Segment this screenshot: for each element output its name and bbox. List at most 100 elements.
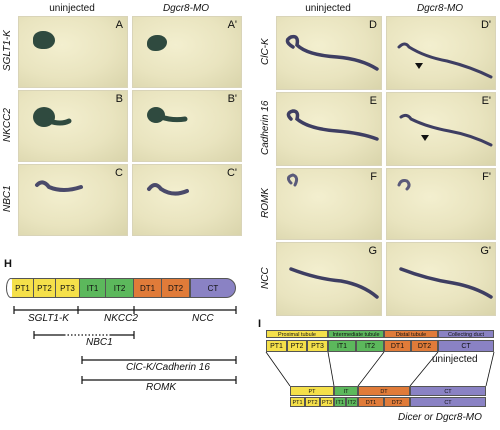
stain-tubule [399,267,493,299]
segment-ct: CT [190,278,236,298]
seg-pt1: PT1 [290,397,305,407]
row-label-clck: ClC-K [260,38,271,66]
header-proximal-tubule: Proximal tubule [266,330,328,338]
stain-tubule [289,267,379,299]
panel-label: F [370,171,377,183]
segment-it2: IT2 [106,278,134,298]
header-it: IT [334,386,358,396]
label-ncc: NCC [192,313,214,324]
panel-c: C [18,164,128,236]
header-intermediate-tubule: Intermediate tubule [328,330,384,338]
label-nkcc2: NKCC2 [104,313,138,324]
row-label-romk: ROMK [260,188,271,218]
range-clck [81,356,237,364]
panel-e-prime: E' [386,92,496,166]
seg-pt3: PT3 [307,340,328,352]
segment-dt1: DT1 [134,278,162,298]
stain-blob [147,35,167,51]
panel-d-prime: D' [386,16,496,90]
panel-g-prime: G' [386,242,496,316]
seg-ct: CT [410,397,486,407]
seg-it1: IT1 [334,397,346,407]
mo-bar: PT IT DT CT PT1 PT2 PT3 IT1 IT2 DT1 DT2 … [290,386,486,410]
panel-label: G' [480,245,491,257]
label-sglt1k: SGLT1-K [28,313,69,324]
arrowhead [421,135,429,141]
column-header-dgcr8-right: Dgcr8-MO [416,3,464,14]
row-label-nbc1: NBC1 [2,185,13,213]
range-ncc [134,306,237,314]
panel-label: E [369,95,377,107]
row-label-sglt1k: SGLT1-K [2,30,13,72]
seg-dt2: DT2 [411,340,438,352]
row-label-cadherin16: Cadherin 16 [260,100,271,156]
nephron-bar: PT1 PT2 PT3 IT1 IT2 DT1 DT2 CT [6,278,238,298]
seg-ct: CT [438,340,494,352]
panel-e: E [276,92,382,166]
stain-tubule [397,42,493,79]
label-nbc1: NBC1 [86,337,113,348]
panel-b: B [18,90,128,162]
panel-a-prime: A' [132,16,242,88]
expression-ranges [13,306,237,384]
panel-f-prime: F' [386,168,496,240]
seg-dt2: DT2 [384,397,410,407]
panel-d: D [276,16,382,90]
seg-it1: IT1 [328,340,356,352]
panel-label: B' [227,93,237,105]
header-dt: DT [358,386,410,396]
stain-tubule [399,113,493,147]
header-collecting-duct: Collecting duct [438,330,494,338]
stain-tubule [397,179,411,191]
arrowhead [415,63,423,69]
stain-tubule [158,114,188,123]
caption-dicer-dgcr8: Dicer or Dgcr8-MO [398,412,482,423]
stain-tubule [286,173,299,187]
stain-tubule [35,180,83,192]
caption-uninjected: uninjected [432,354,478,365]
seg-pt1: PT1 [266,340,287,352]
stain-tubule [46,118,72,126]
segment-pt2: PT2 [34,278,56,298]
stain-blob [33,31,55,49]
label-romk: ROMK [146,382,176,393]
column-header-uninjected-right: uninjected [305,3,351,14]
seg-dt1: DT1 [384,340,411,352]
seg-pt2: PT2 [287,340,307,352]
row-label-ncc: NCC [260,267,271,289]
stain-tubule [285,34,379,71]
range-nbc1 [33,331,135,339]
panel-label: E' [481,95,491,107]
panel-label: F' [482,171,491,183]
panel-a: A [18,16,128,88]
panel-label: C' [226,167,237,179]
panel-b-prime: B' [132,90,242,162]
panel-label: D' [480,19,491,31]
panel-label: A' [227,19,237,31]
label-clck-cadherin16: ClC-K/Cadherin 16 [126,362,210,373]
panel-f: F [276,168,382,240]
seg-dt1: DT1 [358,397,384,407]
range-romk [81,376,237,384]
column-header-uninjected-left: uninjected [49,3,95,14]
panel-c-prime: C' [132,164,242,236]
uninjected-bar: Proximal tubule Intermediate tubule Dist… [266,330,494,354]
row-label-nkcc2: NKCC2 [2,108,13,142]
stain-tubule [286,109,379,141]
connector-lines [265,351,495,387]
seg-it2: IT2 [356,340,384,352]
column-header-dgcr8-left: Dgcr8-MO [162,3,210,14]
segment-pt1: PT1 [12,278,34,298]
panel-label: G [368,245,377,257]
header-pt: PT [290,386,334,396]
seg-pt3: PT3 [320,397,334,407]
seg-it2: IT2 [346,397,358,407]
header-distal-tubule: Distal tubule [384,330,438,338]
panel-label: D [369,19,377,31]
segment-pt3: PT3 [56,278,80,298]
panel-label: B [115,93,123,105]
segment-dt2: DT2 [162,278,190,298]
panel-h-letter: H [4,258,12,270]
header-ct: CT [410,386,486,396]
segment-it1: IT1 [80,278,106,298]
